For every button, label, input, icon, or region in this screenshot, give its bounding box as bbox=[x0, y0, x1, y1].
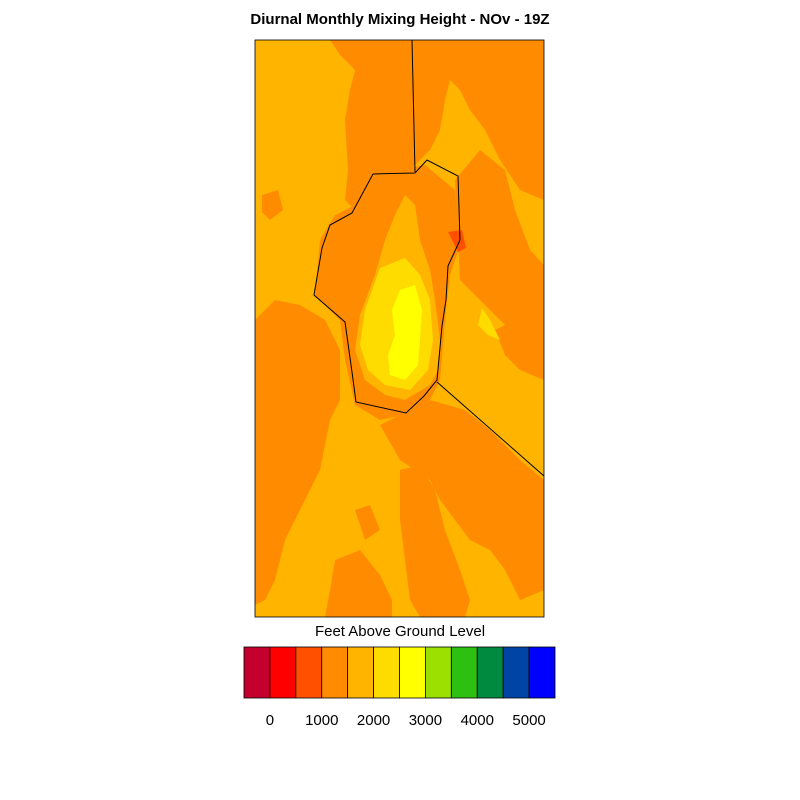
contour-north-region bbox=[330, 40, 544, 215]
colorbar bbox=[243, 646, 556, 699]
chart-title: Diurnal Monthly Mixing Height - NOv - 19… bbox=[250, 11, 550, 28]
colorbar-swatch bbox=[243, 646, 271, 699]
contour-southeast-region bbox=[380, 400, 544, 600]
colorbar-swatch bbox=[373, 646, 400, 699]
contour-south-blob bbox=[355, 505, 380, 540]
colorbar-tick-label: 3000 bbox=[408, 712, 443, 729]
border-southeast-line bbox=[436, 381, 545, 477]
colorbar-tick-label: 0 bbox=[265, 712, 275, 729]
state-borders bbox=[313, 39, 545, 477]
colorbar-tick-label: 1000 bbox=[305, 712, 339, 729]
colorbar-tick-label: 5000 bbox=[512, 712, 546, 729]
contour-east-band bbox=[455, 150, 544, 340]
colorbar-swatch bbox=[295, 646, 323, 699]
colorbar-title: Feet Above Ground Level bbox=[314, 623, 486, 640]
map-frame bbox=[254, 39, 545, 618]
colorbar-tick-label: 2000 bbox=[356, 712, 391, 729]
contour-south-west bbox=[325, 550, 392, 617]
colorbar-swatch bbox=[321, 646, 349, 699]
contour-south-center bbox=[400, 465, 470, 617]
colorbar-tick-label: 4000 bbox=[460, 712, 494, 729]
contour-center-peak bbox=[388, 285, 422, 380]
contour-west-band bbox=[255, 300, 340, 605]
contour-west-blob bbox=[262, 190, 283, 220]
contour-east-lobe bbox=[495, 315, 544, 380]
border-outline bbox=[313, 159, 461, 414]
colorbar-swatch bbox=[425, 646, 452, 699]
colorbar-swatch bbox=[399, 646, 426, 699]
colorbar-swatch bbox=[347, 646, 374, 699]
colorbar-swatch bbox=[450, 646, 478, 699]
colorbar-swatch bbox=[476, 646, 504, 699]
border-north-line bbox=[411, 39, 416, 173]
contour-east-yellow-spot bbox=[478, 308, 500, 340]
contour-northwest-blob bbox=[505, 55, 540, 120]
colorbar-swatch bbox=[502, 646, 530, 699]
contour-red-spot bbox=[448, 230, 466, 252]
colorbar-swatch bbox=[528, 646, 556, 699]
colorbar-swatch bbox=[269, 646, 297, 699]
